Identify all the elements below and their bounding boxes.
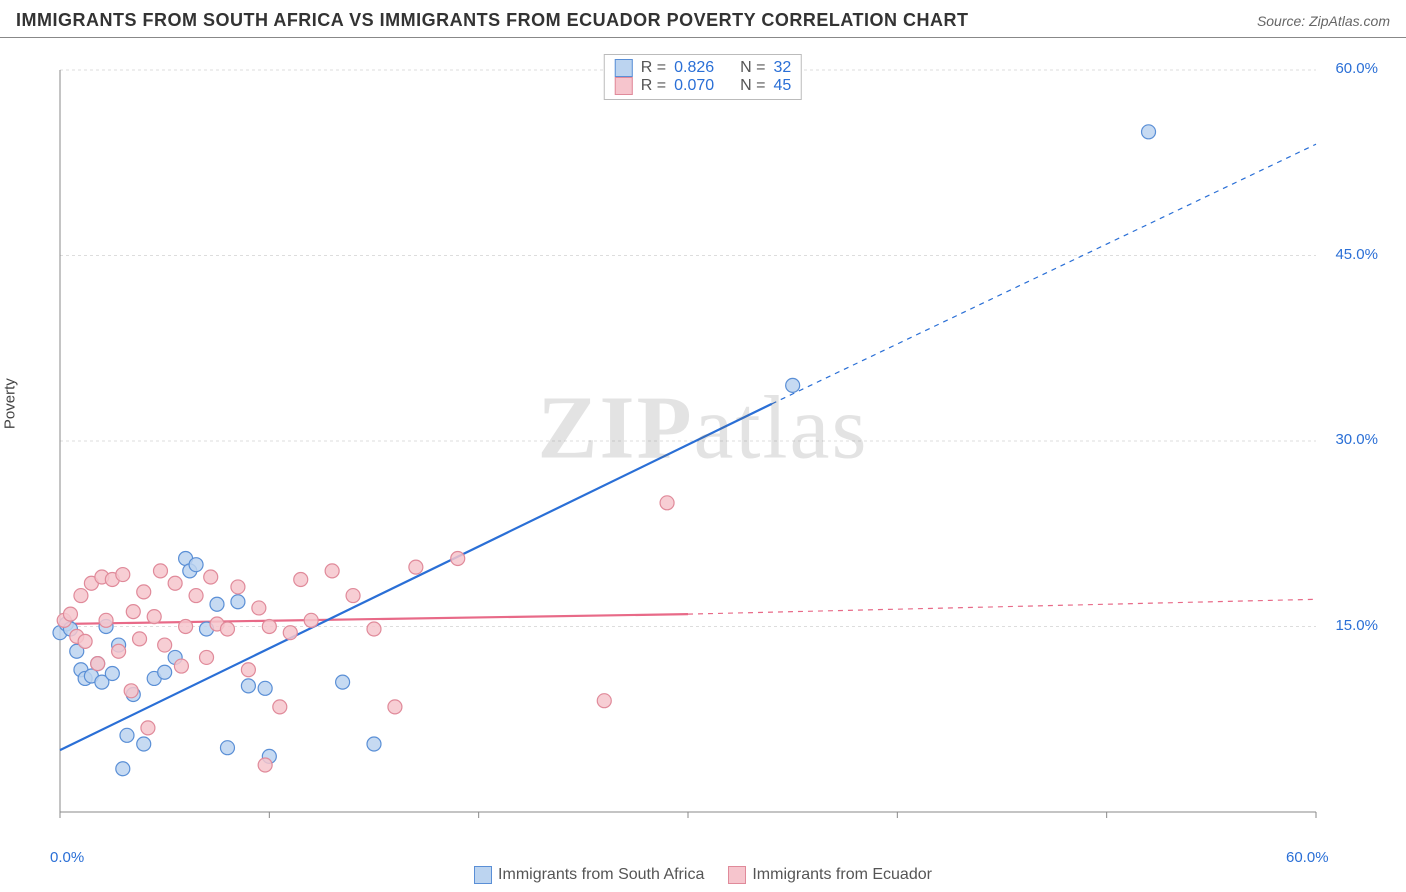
n-value-south-africa: 32 xyxy=(773,59,791,77)
y-tick-label: 15.0% xyxy=(1335,617,1378,634)
swatch-ecuador-icon xyxy=(728,866,746,884)
r-value-south-africa: 0.826 xyxy=(674,59,724,77)
bottom-legend: Immigrants from South Africa Immigrants … xyxy=(0,866,1406,884)
r-value-ecuador: 0.070 xyxy=(674,77,724,95)
stat-row-south-africa: R = 0.826 N = 32 xyxy=(615,59,791,77)
swatch-south-africa xyxy=(615,59,633,77)
n-label: N = xyxy=(740,59,765,77)
scatter-svg xyxy=(50,50,1386,842)
y-tick-label: 60.0% xyxy=(1335,60,1378,77)
n-label: N = xyxy=(740,77,765,95)
legend-label-south-africa: Immigrants from South Africa xyxy=(498,866,704,884)
y-axis-label: Poverty xyxy=(2,378,19,429)
chart-header: IMMIGRANTS FROM SOUTH AFRICA VS IMMIGRAN… xyxy=(0,0,1406,38)
r-label: R = xyxy=(641,77,666,95)
correlation-stats-box: R = 0.826 N = 32 R = 0.070 N = 45 xyxy=(604,54,802,100)
chart-source: Source: ZipAtlas.com xyxy=(1257,13,1390,29)
x-axis-min-label: 0.0% xyxy=(50,849,84,866)
chart-plot-area xyxy=(50,50,1386,842)
chart-title: IMMIGRANTS FROM SOUTH AFRICA VS IMMIGRAN… xyxy=(16,10,968,31)
swatch-south-africa-icon xyxy=(474,866,492,884)
stat-row-ecuador: R = 0.070 N = 45 xyxy=(615,77,791,95)
n-value-ecuador: 45 xyxy=(773,77,791,95)
legend-label-ecuador: Immigrants from Ecuador xyxy=(752,866,932,884)
r-label: R = xyxy=(641,59,666,77)
legend-item-south-africa: Immigrants from South Africa xyxy=(474,866,704,884)
y-tick-label: 30.0% xyxy=(1335,431,1378,448)
x-axis-max-label: 60.0% xyxy=(1286,849,1329,866)
swatch-ecuador xyxy=(615,77,633,95)
y-tick-label: 45.0% xyxy=(1335,246,1378,263)
legend-item-ecuador: Immigrants from Ecuador xyxy=(728,866,932,884)
